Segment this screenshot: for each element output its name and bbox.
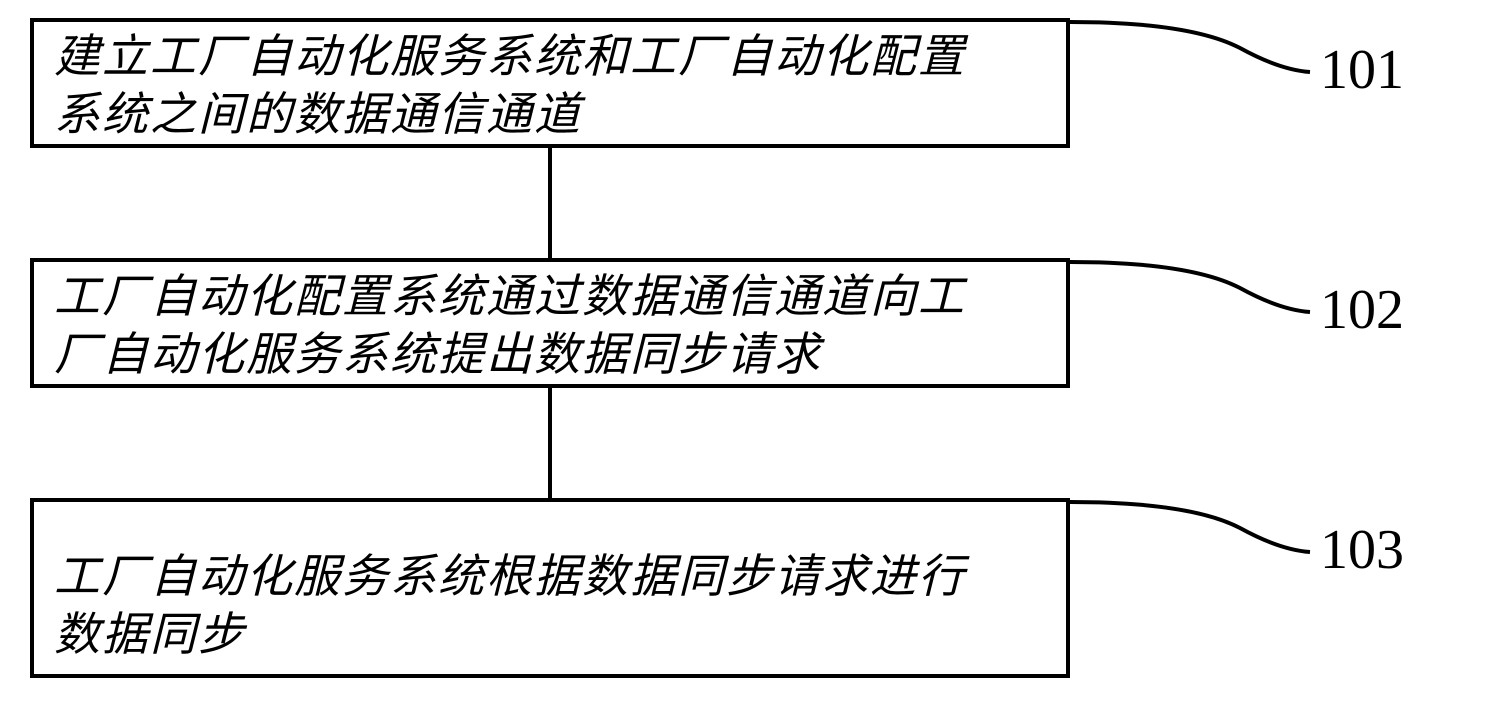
flow-step-1-text: 建立工厂自动化服务系统和工厂自动化配置 系统之间的数据通信通道 (54, 28, 966, 143)
leader-step-3 (1070, 498, 1320, 568)
label-102: 102 (1320, 278, 1404, 342)
diagram-canvas: 建立工厂自动化服务系统和工厂自动化配置 系统之间的数据通信通道 工厂自动化配置系… (0, 0, 1498, 703)
flow-step-2-text: 工厂自动化配置系统通过数据通信通道向工 厂自动化服务系统提出数据同步请求 (54, 268, 966, 383)
label-103: 103 (1320, 518, 1404, 582)
label-101: 101 (1320, 38, 1404, 102)
flow-step-3: 工厂自动化服务系统根据数据同步请求进行 数据同步 (30, 498, 1070, 678)
flow-step-1: 建立工厂自动化服务系统和工厂自动化配置 系统之间的数据通信通道 (30, 18, 1070, 148)
connector-2-3 (548, 388, 552, 498)
connector-1-2 (548, 148, 552, 258)
flow-step-2: 工厂自动化配置系统通过数据通信通道向工 厂自动化服务系统提出数据同步请求 (30, 258, 1070, 388)
leader-step-1 (1070, 18, 1320, 88)
flow-step-3-text: 工厂自动化服务系统根据数据同步请求进行 数据同步 (54, 548, 966, 663)
leader-step-2 (1070, 258, 1320, 328)
